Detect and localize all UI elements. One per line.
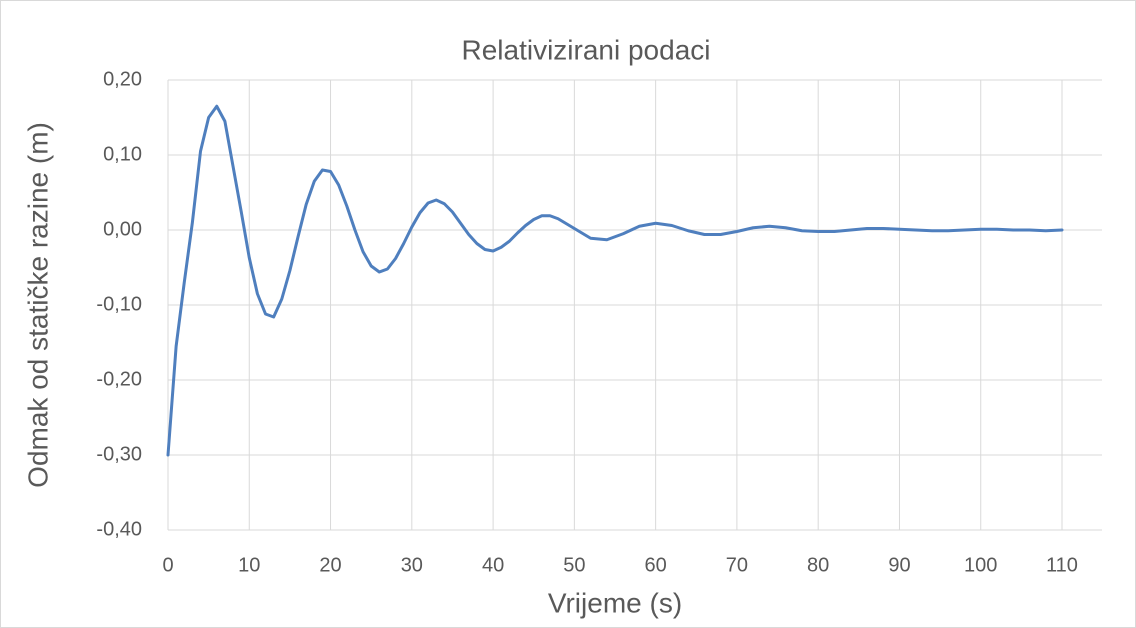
x-axis-title: Vrijeme (s) <box>548 587 682 618</box>
x-tick-label: 10 <box>238 554 260 576</box>
x-tick-label: 50 <box>563 554 585 576</box>
data-line <box>166 104 1064 457</box>
x-tick-label: 20 <box>319 554 341 576</box>
y-tick-label: -0,40 <box>96 518 142 540</box>
x-tick-label: 70 <box>726 554 748 576</box>
x-tick-label: 90 <box>888 554 910 576</box>
y-tick-label: 0,00 <box>103 218 142 240</box>
x-tick-label: 100 <box>964 554 997 576</box>
y-tick-label: 0,20 <box>103 68 142 90</box>
chart-title: Relativizirani podaci <box>461 34 710 65</box>
y-tick-label: -0,20 <box>96 368 142 390</box>
x-tick-label: 30 <box>401 554 423 576</box>
x-tick-label: 40 <box>482 554 504 576</box>
x-tick-label: 60 <box>645 554 667 576</box>
x-tick-label: 110 <box>1046 554 1078 576</box>
y-tick-label: 0,10 <box>103 143 142 165</box>
y-axis-title: Odmak od statičke razine (m) <box>22 122 53 488</box>
y-tick-label: -0,10 <box>96 293 142 315</box>
x-tick-label: 0 <box>162 554 173 576</box>
y-tick-label: -0,30 <box>96 443 142 465</box>
x-tick-label: 80 <box>807 554 829 576</box>
